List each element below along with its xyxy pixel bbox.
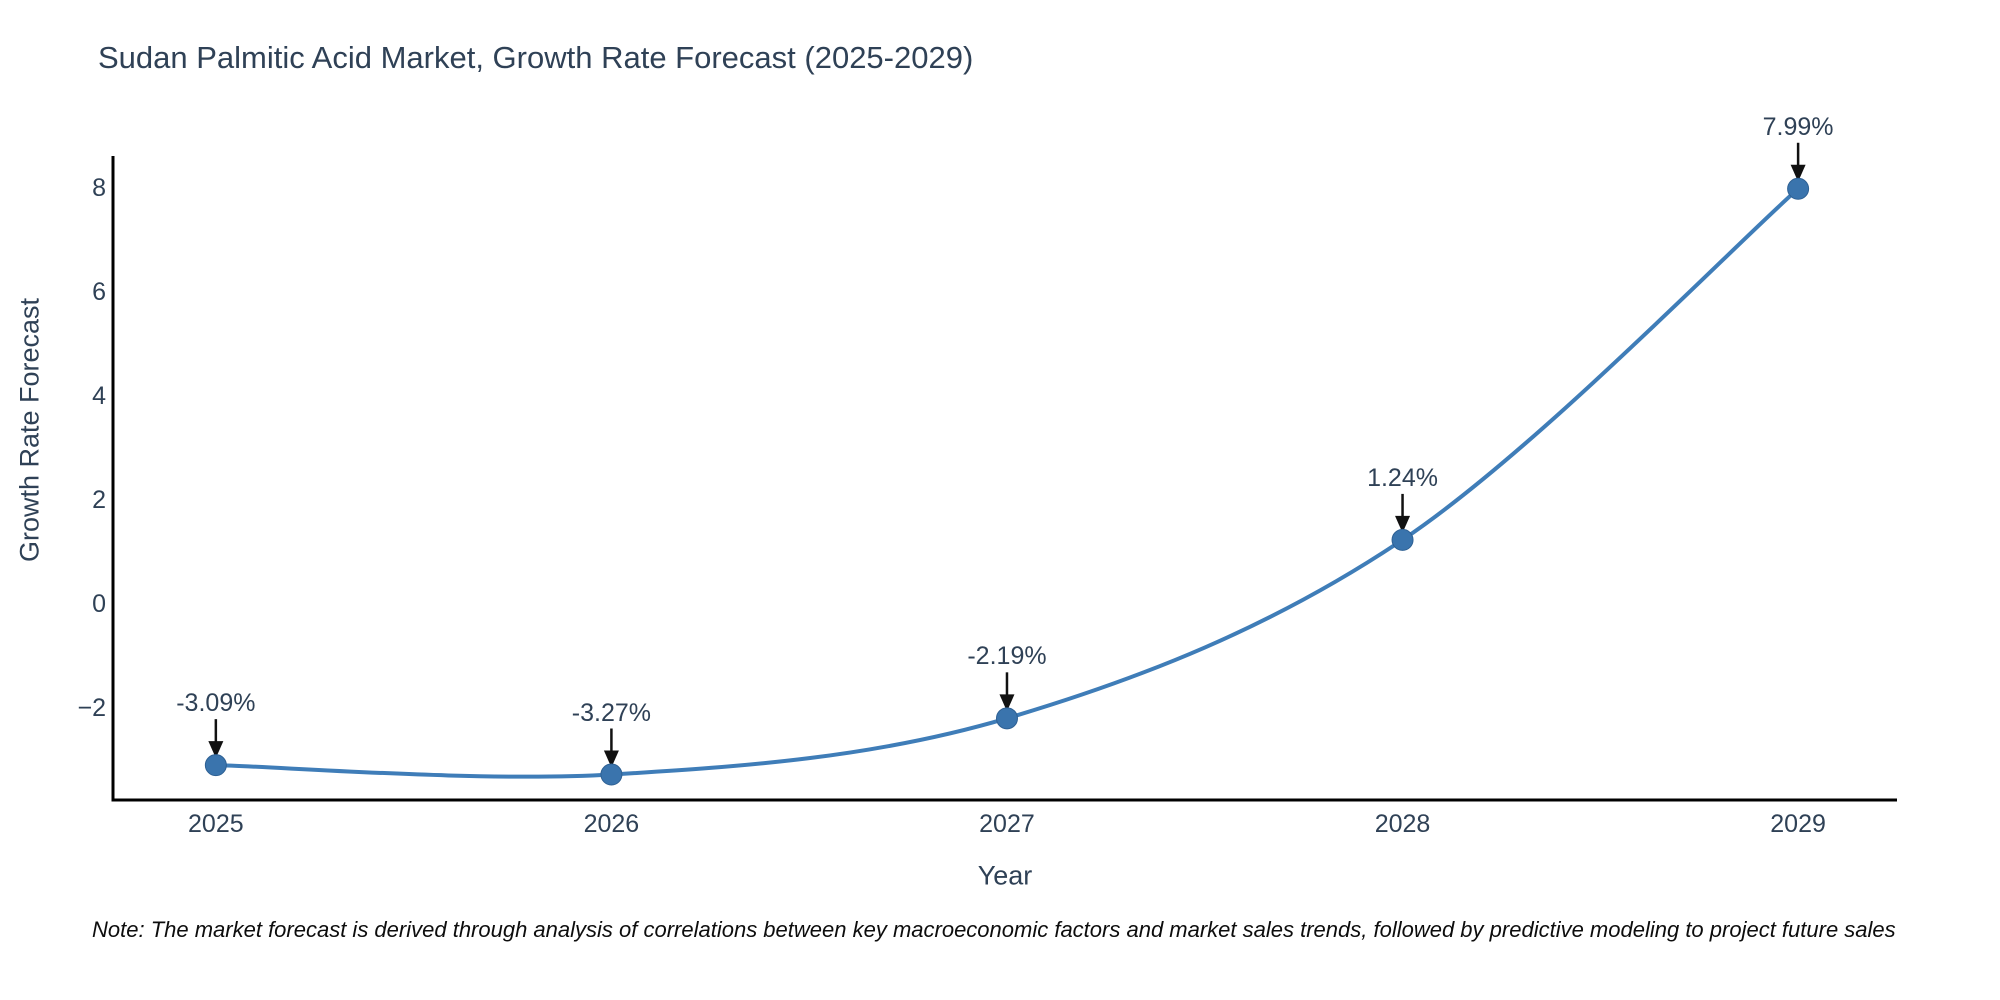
annotation-arrowhead-icon <box>1395 515 1411 533</box>
y-tick-label: 6 <box>92 278 106 307</box>
y-tick-label: 0 <box>92 590 106 619</box>
x-tick-label: 2027 <box>979 810 1035 838</box>
x-tick-label: 2026 <box>583 810 640 838</box>
annotation-arrowhead-icon <box>999 694 1015 712</box>
x-tick-label: 2029 <box>1770 810 1826 838</box>
annotation-arrowhead-icon <box>1790 164 1806 182</box>
point-annotation-label: 1.24% <box>1367 463 1438 492</box>
point-annotation-label: -3.27% <box>571 698 652 727</box>
y-tick-label: 2 <box>92 486 106 515</box>
y-tick-label: 8 <box>92 174 106 203</box>
y-tick-label: −2 <box>77 694 106 723</box>
footnote: Note: The market forecast is derived thr… <box>92 917 1896 942</box>
y-tick-label: 4 <box>92 382 106 411</box>
y-axis-title: Growth Rate Forecast <box>14 297 45 563</box>
chart-title: Sudan Palmitic Acid Market, Growth Rate … <box>98 40 974 75</box>
point-annotation-label: -3.09% <box>176 689 256 718</box>
data-point-marker <box>995 707 1018 730</box>
x-tick-label: 2028 <box>1374 810 1431 838</box>
point-annotation-label: 7.99% <box>1762 112 1834 141</box>
forecast-line <box>213 186 1801 779</box>
data-point-marker <box>600 763 623 786</box>
point-annotation-label: -2.19% <box>967 642 1047 671</box>
annotation-arrowhead-icon <box>208 741 224 759</box>
data-point-marker <box>1391 528 1414 551</box>
x-tick-label: 2025 <box>188 810 244 838</box>
annotation-arrowhead-icon <box>603 750 619 768</box>
data-point-marker <box>204 754 227 777</box>
data-point-marker <box>1787 177 1810 200</box>
x-axis-title: Year <box>977 860 1033 891</box>
